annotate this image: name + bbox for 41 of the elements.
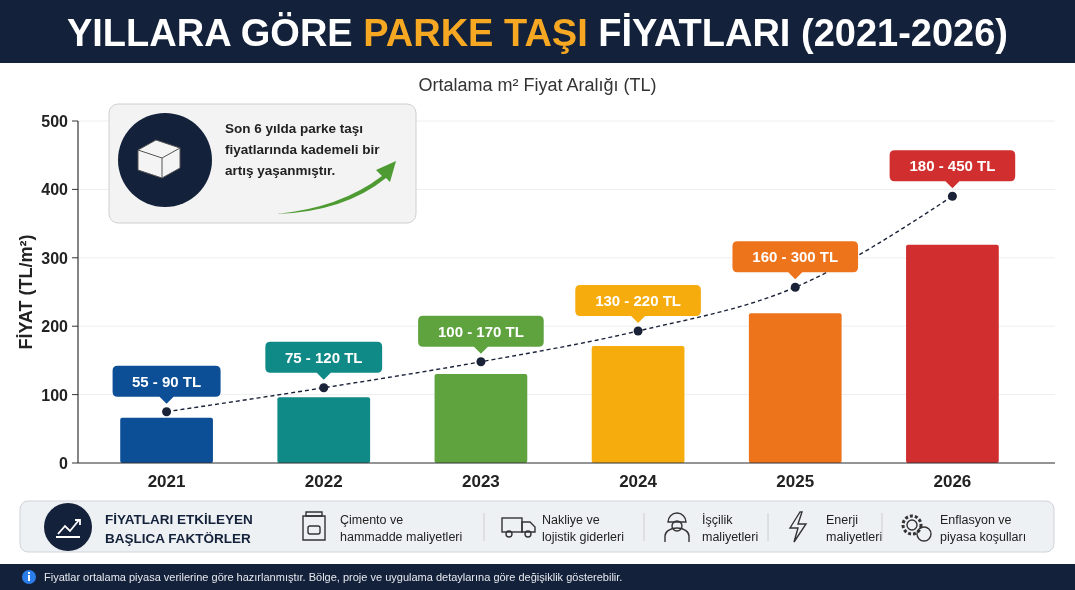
point	[633, 326, 643, 336]
point	[947, 191, 957, 201]
point	[476, 357, 486, 367]
x-tick-label: 2023	[462, 472, 500, 491]
text: Fiyatlar ortalama piyasa verilerine göre hazırlanmıştır. Bölge, proje ve uygulama detaylarına göre değişiklik gösterebilir.	[44, 571, 623, 583]
annotation: 180 - 450 TL	[909, 157, 996, 175]
annotation: 130 - 220 TL	[595, 291, 682, 309]
text: Çimento ve hammadde maliyetleri	[340, 513, 463, 544]
x-tick-label: 2021	[147, 472, 186, 491]
bar	[906, 244, 999, 463]
point	[790, 282, 800, 292]
bar	[277, 397, 371, 463]
y-tick-label: 500	[41, 113, 69, 130]
chart-subtitle: Ortalama m² Fiyat Aralığı (TL)	[418, 75, 657, 95]
bar	[748, 313, 842, 463]
x-tick-label: 2025	[776, 472, 815, 491]
text: Enerji maliyetleri	[826, 513, 883, 544]
point	[162, 407, 172, 417]
chart-title: YILLARA GÖRE PARKE TAŞI FİYATLARI (2021-2026)	[66, 12, 1009, 54]
y-tick-label: 200	[41, 318, 69, 336]
bar	[591, 346, 685, 463]
bar	[434, 374, 528, 463]
y-tick-label: 0	[59, 455, 69, 472]
x-tick-label: 2026	[933, 472, 972, 491]
annotation: 75 - 120 TL	[284, 348, 363, 366]
annotation: 100 - 170 TL	[437, 322, 524, 340]
text: FİYATLARI ETKİLEYEN BAŞLICA FAKTÖRLER	[105, 512, 253, 546]
annotation: 160 - 300 TL	[752, 248, 839, 266]
y-tick-label: 400	[41, 181, 69, 199]
text: Enflasyon ve piyasa koşulları	[940, 513, 1027, 544]
text: Nakliye ve lojistik giderleri	[542, 513, 624, 544]
y-axis-title: FİYAT (TL/m²)	[16, 234, 36, 350]
y-tick-label: 100	[41, 386, 69, 404]
x-tick-label: 2024	[619, 472, 658, 491]
text: İşçilik maliyetleri	[702, 513, 759, 544]
x-tick-label: 2022	[304, 472, 343, 491]
annotation: 55 - 90 TL	[131, 372, 202, 390]
y-tick-label: 300	[41, 249, 69, 267]
point	[319, 383, 329, 393]
bar	[120, 417, 213, 463]
annotation: Son 6 yılda parke taşı fiyatlarında kademeli bir artış yaşanmıştır.	[225, 121, 381, 178]
